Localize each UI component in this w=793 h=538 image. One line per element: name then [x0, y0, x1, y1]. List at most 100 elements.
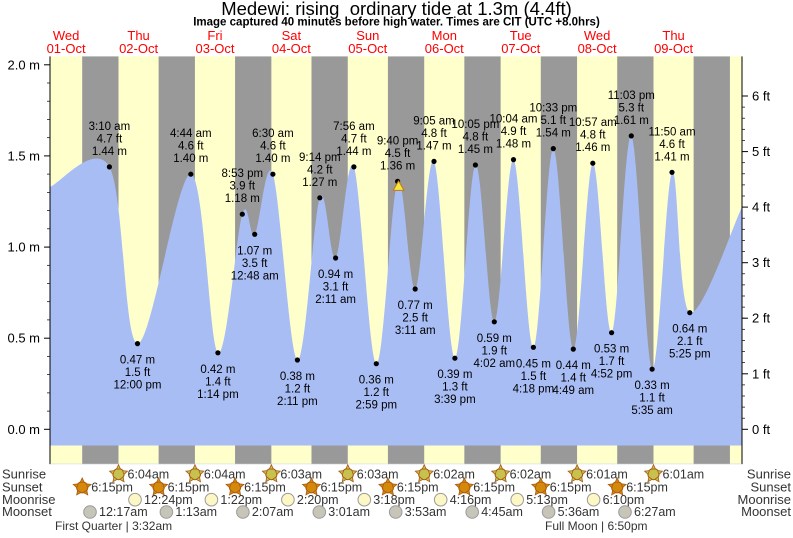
- svg-text:2:07am: 2:07am: [252, 505, 294, 519]
- svg-text:1.2 ft: 1.2 ft: [364, 387, 390, 399]
- svg-text:6:01am: 6:01am: [586, 467, 628, 481]
- svg-text:10:04 am: 10:04 am: [490, 114, 538, 126]
- svg-text:4:45am: 4:45am: [481, 505, 523, 519]
- svg-text:0.77 m: 0.77 m: [398, 300, 433, 312]
- svg-text:3.1 ft: 3.1 ft: [323, 282, 349, 294]
- svg-text:4:44 am: 4:44 am: [170, 128, 212, 140]
- svg-text:3:39 pm: 3:39 pm: [434, 394, 476, 406]
- svg-text:7:56 am: 7:56 am: [333, 121, 375, 133]
- svg-text:6:03am: 6:03am: [357, 467, 399, 481]
- svg-text:10:57 am: 10:57 am: [569, 117, 617, 129]
- svg-text:3:11 am: 3:11 am: [395, 325, 436, 337]
- svg-text:4.6 ft: 4.6 ft: [659, 139, 685, 151]
- svg-text:3 ft: 3 ft: [752, 255, 770, 270]
- svg-text:5.3 ft: 5.3 ft: [619, 102, 645, 114]
- svg-text:07-Oct: 07-Oct: [501, 41, 540, 56]
- svg-text:12:00 pm: 12:00 pm: [114, 380, 162, 392]
- svg-text:10:33 pm: 10:33 pm: [529, 103, 577, 115]
- svg-text:6:02am: 6:02am: [433, 467, 475, 481]
- svg-text:4.6 ft: 4.6 ft: [260, 141, 286, 153]
- svg-text:1.54 m: 1.54 m: [536, 128, 571, 140]
- svg-text:5.1 ft: 5.1 ft: [541, 115, 567, 127]
- svg-text:2.5 ft: 2.5 ft: [402, 313, 428, 325]
- svg-text:Moonset: Moonset: [741, 504, 791, 519]
- svg-text:6:04am: 6:04am: [128, 467, 170, 481]
- svg-text:1.47 m: 1.47 m: [416, 140, 451, 152]
- svg-text:06-Oct: 06-Oct: [425, 41, 464, 56]
- svg-text:02-Oct: 02-Oct: [119, 41, 158, 56]
- svg-text:1.1 ft: 1.1 ft: [639, 393, 665, 405]
- svg-text:3:10 am: 3:10 am: [89, 121, 131, 133]
- svg-text:4:18 pm: 4:18 pm: [513, 383, 555, 395]
- svg-text:1.5 m: 1.5 m: [7, 148, 40, 163]
- svg-text:1.40 m: 1.40 m: [173, 153, 208, 165]
- svg-text:03-Oct: 03-Oct: [195, 41, 234, 56]
- svg-text:2 ft: 2 ft: [752, 311, 770, 326]
- svg-text:9:14 pm: 9:14 pm: [299, 152, 341, 164]
- svg-text:4:52 pm: 4:52 pm: [591, 369, 633, 381]
- svg-text:6:15pm: 6:15pm: [91, 481, 133, 495]
- svg-text:1.18 m: 1.18 m: [225, 193, 260, 205]
- svg-text:4.8 ft: 4.8 ft: [463, 132, 489, 144]
- svg-text:1.36 m: 1.36 m: [380, 160, 415, 172]
- svg-text:5:25 pm: 5:25 pm: [669, 349, 711, 361]
- svg-text:1.40 m: 1.40 m: [255, 153, 290, 165]
- svg-text:2:11 am: 2:11 am: [315, 294, 356, 306]
- svg-text:4.9 ft: 4.9 ft: [501, 126, 527, 138]
- svg-text:4.6 ft: 4.6 ft: [178, 141, 204, 153]
- svg-text:6:04am: 6:04am: [204, 467, 246, 481]
- svg-text:0.0 m: 0.0 m: [7, 422, 40, 437]
- svg-text:1.4 ft: 1.4 ft: [561, 373, 587, 385]
- svg-text:5:36am: 5:36am: [558, 505, 600, 519]
- svg-text:1.61 m: 1.61 m: [614, 115, 649, 127]
- svg-text:09-Oct: 09-Oct: [654, 41, 693, 56]
- svg-text:1.5 ft: 1.5 ft: [521, 371, 547, 383]
- svg-text:4.8 ft: 4.8 ft: [421, 128, 447, 140]
- svg-text:08-Oct: 08-Oct: [578, 41, 617, 56]
- svg-text:0.47 m: 0.47 m: [120, 355, 155, 367]
- svg-text:11:03 pm: 11:03 pm: [608, 90, 655, 102]
- svg-text:4.7 ft: 4.7 ft: [97, 133, 123, 145]
- svg-text:2.0 m: 2.0 m: [7, 57, 40, 72]
- svg-text:0.59 m: 0.59 m: [477, 333, 512, 345]
- svg-text:1:14 pm: 1:14 pm: [197, 389, 239, 401]
- svg-text:0 ft: 0 ft: [752, 422, 770, 437]
- svg-text:1.46 m: 1.46 m: [575, 142, 610, 154]
- svg-text:0.5 m: 0.5 m: [7, 331, 40, 346]
- svg-text:2.1 ft: 2.1 ft: [677, 336, 703, 348]
- svg-text:6:01am: 6:01am: [663, 467, 705, 481]
- svg-text:0.33 m: 0.33 m: [635, 380, 670, 392]
- svg-text:0.38 m: 0.38 m: [280, 371, 315, 383]
- svg-text:1.45 m: 1.45 m: [458, 144, 493, 156]
- svg-text:05-Oct: 05-Oct: [348, 41, 387, 56]
- svg-text:4.8 ft: 4.8 ft: [580, 130, 606, 142]
- svg-text:9:40 pm: 9:40 pm: [377, 135, 419, 147]
- svg-text:0.36 m: 0.36 m: [359, 375, 394, 387]
- svg-text:04-Oct: 04-Oct: [272, 41, 311, 56]
- svg-text:1.2 ft: 1.2 ft: [285, 384, 311, 396]
- svg-text:1.44 m: 1.44 m: [336, 146, 371, 158]
- svg-text:6:03am: 6:03am: [280, 467, 322, 481]
- svg-text:First Quarter | 3:32am: First Quarter | 3:32am: [55, 519, 172, 533]
- svg-text:1.0 m: 1.0 m: [7, 240, 40, 255]
- svg-text:3:01am: 3:01am: [328, 505, 370, 519]
- svg-text:1.48 m: 1.48 m: [496, 139, 531, 151]
- svg-text:0.64 m: 0.64 m: [672, 324, 707, 336]
- svg-text:Moonset: Moonset: [2, 504, 52, 519]
- svg-text:1.44 m: 1.44 m: [92, 146, 127, 158]
- svg-text:6 ft: 6 ft: [752, 89, 770, 104]
- svg-text:0.94 m: 0.94 m: [318, 269, 353, 281]
- svg-text:Full Moon | 6:50pm: Full Moon | 6:50pm: [545, 519, 648, 533]
- svg-text:4.5 ft: 4.5 ft: [385, 148, 411, 160]
- svg-text:12:17am: 12:17am: [99, 505, 148, 519]
- svg-text:12:48 am: 12:48 am: [231, 270, 279, 282]
- svg-text:4.7 ft: 4.7 ft: [341, 133, 367, 145]
- svg-text:11:50 am: 11:50 am: [648, 126, 695, 138]
- svg-text:0.53 m: 0.53 m: [594, 344, 629, 356]
- svg-text:3.5 ft: 3.5 ft: [242, 258, 268, 270]
- svg-text:4.2 ft: 4.2 ft: [307, 164, 333, 176]
- svg-text:1:13am: 1:13am: [175, 505, 217, 519]
- svg-text:Image captured 40 minutes befo: Image captured 40 minutes before high wa…: [193, 17, 600, 29]
- svg-text:0.42 m: 0.42 m: [200, 364, 235, 376]
- svg-text:1.4 ft: 1.4 ft: [205, 376, 231, 388]
